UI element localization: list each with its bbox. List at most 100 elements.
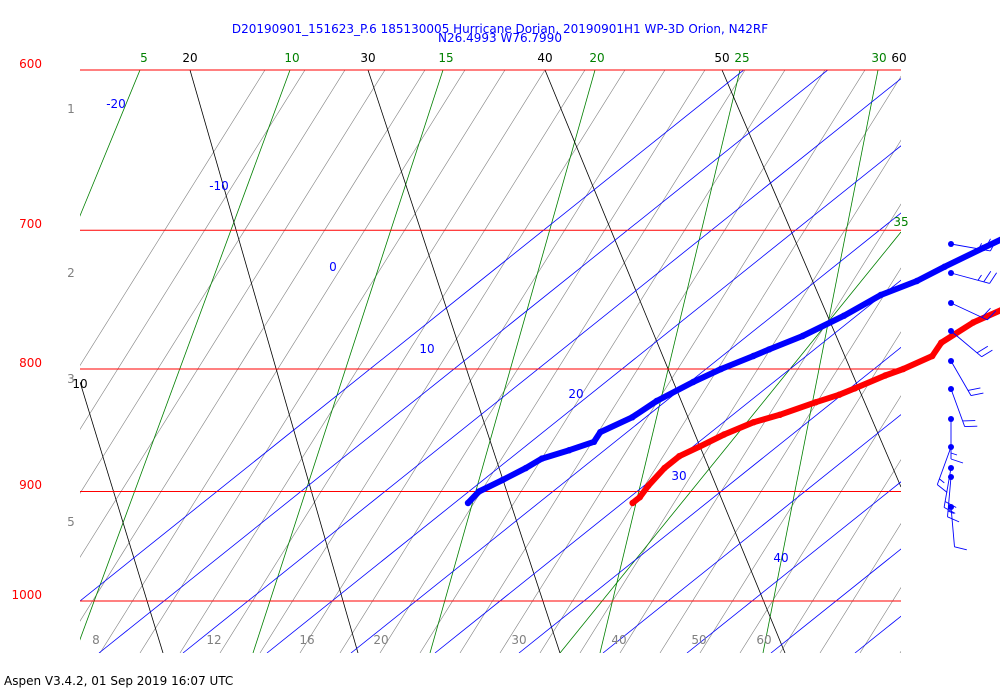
- moist-adiabat-line: [80, 70, 386, 558]
- dewpoint-profile-point: [464, 499, 472, 507]
- wind-barb-flag: [943, 507, 956, 514]
- moist-adiabat-line: [899, 650, 901, 653]
- moist-adiabat-line: [739, 395, 901, 653]
- dewpoint-profile-point: [597, 428, 604, 436]
- mixing-ratio-line: [252, 70, 444, 653]
- temperature-profile-point: [970, 319, 977, 326]
- moist-adiabat-line: [579, 139, 901, 653]
- pressure-label: 700: [19, 217, 42, 231]
- temperature-profile-point: [645, 482, 652, 489]
- wind-barb-flag: [983, 270, 992, 283]
- wind-barb: [948, 386, 978, 428]
- wind-barb-flag: [937, 484, 948, 493]
- isotherm-line: [98, 70, 829, 653]
- isotherm-line: [434, 279, 901, 653]
- moist-adiabat-line: [80, 70, 426, 622]
- isotherm-label: 40: [773, 551, 788, 565]
- dry-adiabat-line: [80, 381, 164, 653]
- bottom-scale-label: 12: [206, 633, 221, 647]
- pressure-label: 600: [19, 57, 42, 71]
- moist-adiabat-line: [539, 75, 901, 653]
- dewpoint-profile-point: [840, 312, 848, 319]
- bottom-scale-label: 30: [511, 633, 526, 647]
- isotherm-label: 0: [329, 260, 337, 274]
- moist-adiabat-line: [379, 70, 746, 653]
- chart-title-line2: N26.4993 W76.7990: [438, 31, 562, 45]
- mixing-ratio-label: 35: [893, 215, 908, 229]
- mixing-ratio-label: 15: [438, 51, 453, 65]
- wind-barb-flag: [967, 387, 981, 391]
- wind-barb-flag: [981, 307, 991, 318]
- isotherm-line: [602, 414, 901, 653]
- wind-barb-staff: [936, 446, 952, 485]
- moist-adiabat-line: [459, 70, 826, 653]
- wind-barb-half-flag: [939, 478, 945, 484]
- mixing-ratio-line: [80, 70, 291, 641]
- bottom-scale-label: 8: [92, 633, 100, 647]
- dry-adiabat-line: [189, 70, 359, 653]
- mixing-ratio-label: 10: [284, 51, 299, 65]
- dewpoint-profile-point: [566, 447, 573, 454]
- wind-barbs: [936, 238, 997, 551]
- dry-adiabat-label: 40: [537, 51, 552, 65]
- moist-adiabat-line: [259, 70, 626, 653]
- temperature-profile-point: [929, 352, 936, 360]
- wind-barb-flag: [990, 239, 997, 252]
- moist-adiabat-line: [80, 70, 346, 494]
- wind-barb-half-flag: [977, 274, 982, 281]
- dewpoint-profile-point: [913, 277, 921, 285]
- mixing-ratio-line: [80, 70, 141, 217]
- temperature-profile-point: [676, 453, 683, 460]
- temperature-profile-point: [776, 411, 783, 418]
- dry-adiabat-label: 20: [182, 51, 197, 65]
- temperature-profile-line: [629, 307, 1000, 506]
- mixing-ratio-label: 5: [140, 51, 148, 65]
- wind-barb-staff: [950, 243, 991, 252]
- wind-barb-flag: [954, 546, 967, 551]
- dewpoint-profile-point: [522, 464, 529, 472]
- dewpoint-profile-point: [590, 438, 598, 445]
- temperature-profile-point: [900, 365, 907, 373]
- wind-barb: [948, 416, 964, 464]
- pressure-label: 900: [19, 478, 42, 492]
- dewpoint-profile-point: [766, 346, 773, 353]
- wind-barb-flag: [986, 310, 997, 321]
- moist-adiabat-line: [219, 70, 586, 653]
- moist-adiabat-line: [779, 459, 901, 653]
- mixing-ratio-line: [599, 70, 741, 653]
- dry-adiabat-label: 10: [72, 377, 87, 391]
- dry-adiabat-line: [721, 70, 901, 488]
- pressure-label: 1000: [11, 588, 42, 602]
- wind-barb-staff: [950, 302, 988, 321]
- isotherm-label: -20: [106, 97, 126, 111]
- wind-barb: [948, 238, 997, 252]
- mixing-ratio-line: [762, 70, 879, 653]
- height-label: 5: [67, 515, 75, 529]
- mixing-ratio-line: [559, 231, 901, 653]
- wind-barb-flag: [970, 392, 984, 397]
- mixing-ratio-line: [429, 70, 596, 653]
- wind-barb: [948, 270, 997, 284]
- temperature-profile-point: [938, 339, 945, 346]
- isotherm-line: [518, 346, 901, 653]
- footer-version: Aspen V3.4.2, 01 Sep 2019 16:07 UTC: [4, 674, 234, 688]
- wind-barb-staff: [950, 360, 972, 396]
- dewpoint-profile-point: [690, 378, 697, 386]
- wind-barb-half-flag: [950, 452, 958, 456]
- dry-adiabat-label: 60: [891, 51, 906, 65]
- temperature-profile-point: [636, 494, 643, 501]
- temperature-profile-point: [661, 464, 668, 472]
- moist-adiabats: [80, 30, 1000, 653]
- height-label: 3: [67, 372, 75, 386]
- dewpoint-profile-line: [465, 236, 1000, 506]
- wind-barb: [948, 358, 984, 397]
- moist-adiabat-line: [99, 70, 466, 653]
- isotherm-label: 30: [671, 469, 686, 483]
- wind-barb-flag: [989, 272, 997, 284]
- dewpoint-profile-point: [799, 332, 806, 340]
- height-label: 2: [67, 266, 75, 280]
- moist-adiabat-line: [980, 30, 1000, 653]
- dewpoint-profile-point: [629, 414, 636, 421]
- wind-barb-staff: [950, 330, 982, 358]
